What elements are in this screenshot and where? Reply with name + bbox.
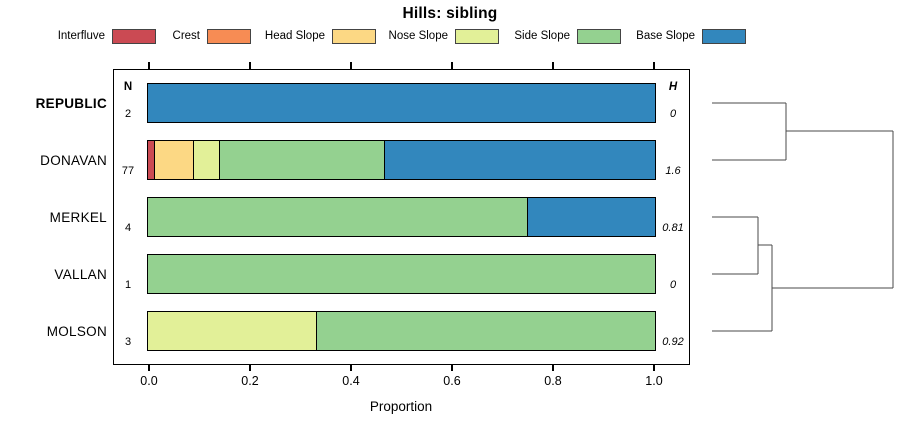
row-label-merkel: MERKEL [49,209,107,225]
x-tick-label-1.0: 1.0 [645,374,663,388]
legend-item-nose-slope: Nose Slope [285,28,499,44]
bar-segment-merkel-base-slope [528,198,655,236]
n-value-vallan: 1 [124,279,132,291]
legend-swatch-nose-slope [455,28,499,44]
row-label-vallan: VALLAN [54,266,107,282]
legend-item-interfluve: Interfluve [0,28,156,44]
legend-swatch-side-slope [577,28,621,44]
h-value-republic: 0 [669,108,677,120]
legend-label-head-slope: Head Slope [264,30,325,42]
bar-segment-molson-side-slope [316,312,655,350]
legend-item-base-slope: Base Slope [532,28,746,44]
legend-swatch-interfluve [112,28,156,44]
x-tick-top-0.4 [350,62,352,69]
bar-molson [147,311,656,351]
bar-segment-republic-base-slope [148,84,655,122]
x-tick-bottom-0.4 [350,365,352,371]
x-tick-top-0.6 [451,62,453,69]
bar-merkel [147,197,656,237]
x-tick-bottom-0.0 [148,365,150,371]
n-value-republic: 2 [124,108,132,120]
bar-segment-donavan-interfluve [148,141,155,179]
x-tick-top-1.0 [653,62,655,69]
chart-title: Hills: sibling [402,5,498,22]
x-tick-bottom-1.0 [653,365,655,371]
x-tick-label-0.2: 0.2 [241,374,259,388]
n-value-molson: 3 [124,336,132,348]
legend-item-side-slope: Side Slope [407,28,621,44]
x-tick-top-0.8 [552,62,554,69]
x-tick-label-0.8: 0.8 [544,374,562,388]
bar-segment-vallan-side-slope [148,255,655,293]
bar-segment-donavan-head-slope [154,141,195,179]
n-value-donavan: 77 [121,165,135,177]
x-tick-top-0.0 [148,62,150,69]
legend-label-interfluve: Interfluve [57,30,105,42]
bar-republic [147,83,656,123]
legend-item-crest: Crest [37,28,251,44]
h-value-merkel: 0.81 [662,222,684,234]
row-label-donavan: DONAVAN [40,152,107,168]
n-value-merkel: 4 [124,222,132,234]
x-tick-label-0.0: 0.0 [140,374,158,388]
legend-label-side-slope: Side Slope [514,30,570,42]
x-tick-bottom-0.8 [552,365,554,371]
row-label-molson: MOLSON [46,323,107,339]
h-value-molson: 0.92 [662,336,684,348]
legend-swatch-base-slope [702,28,746,44]
bar-segment-molson-nose-slope [148,312,317,350]
bar-donavan [147,140,656,180]
bar-segment-donavan-base-slope [385,141,655,179]
dendrogram [712,102,894,332]
h-value-vallan: 0 [669,279,677,291]
x-tick-bottom-0.2 [249,365,251,371]
bar-segment-merkel-side-slope [148,198,529,236]
legend-label-crest: Crest [172,30,200,42]
x-tick-bottom-0.6 [451,365,453,371]
row-label-republic: REPUBLIC [35,95,107,111]
bar-segment-donavan-nose-slope [194,141,221,179]
x-tick-top-0.2 [249,62,251,69]
x-tick-label-0.6: 0.6 [443,374,461,388]
legend-label-nose-slope: Nose Slope [388,30,448,42]
x-tick-label-0.4: 0.4 [342,374,360,388]
h-value-donavan: 1.6 [665,165,681,177]
legend-swatch-head-slope [332,28,376,44]
h-column-header: H [668,81,678,93]
bar-vallan [147,254,656,294]
legend-item-head-slope: Head Slope [162,28,376,44]
legend-swatch-crest [207,28,251,44]
legend-label-base-slope: Base Slope [636,30,695,42]
x-axis-title: Proportion [369,399,433,414]
n-column-header: N [123,81,133,93]
bar-segment-donavan-side-slope [220,141,386,179]
